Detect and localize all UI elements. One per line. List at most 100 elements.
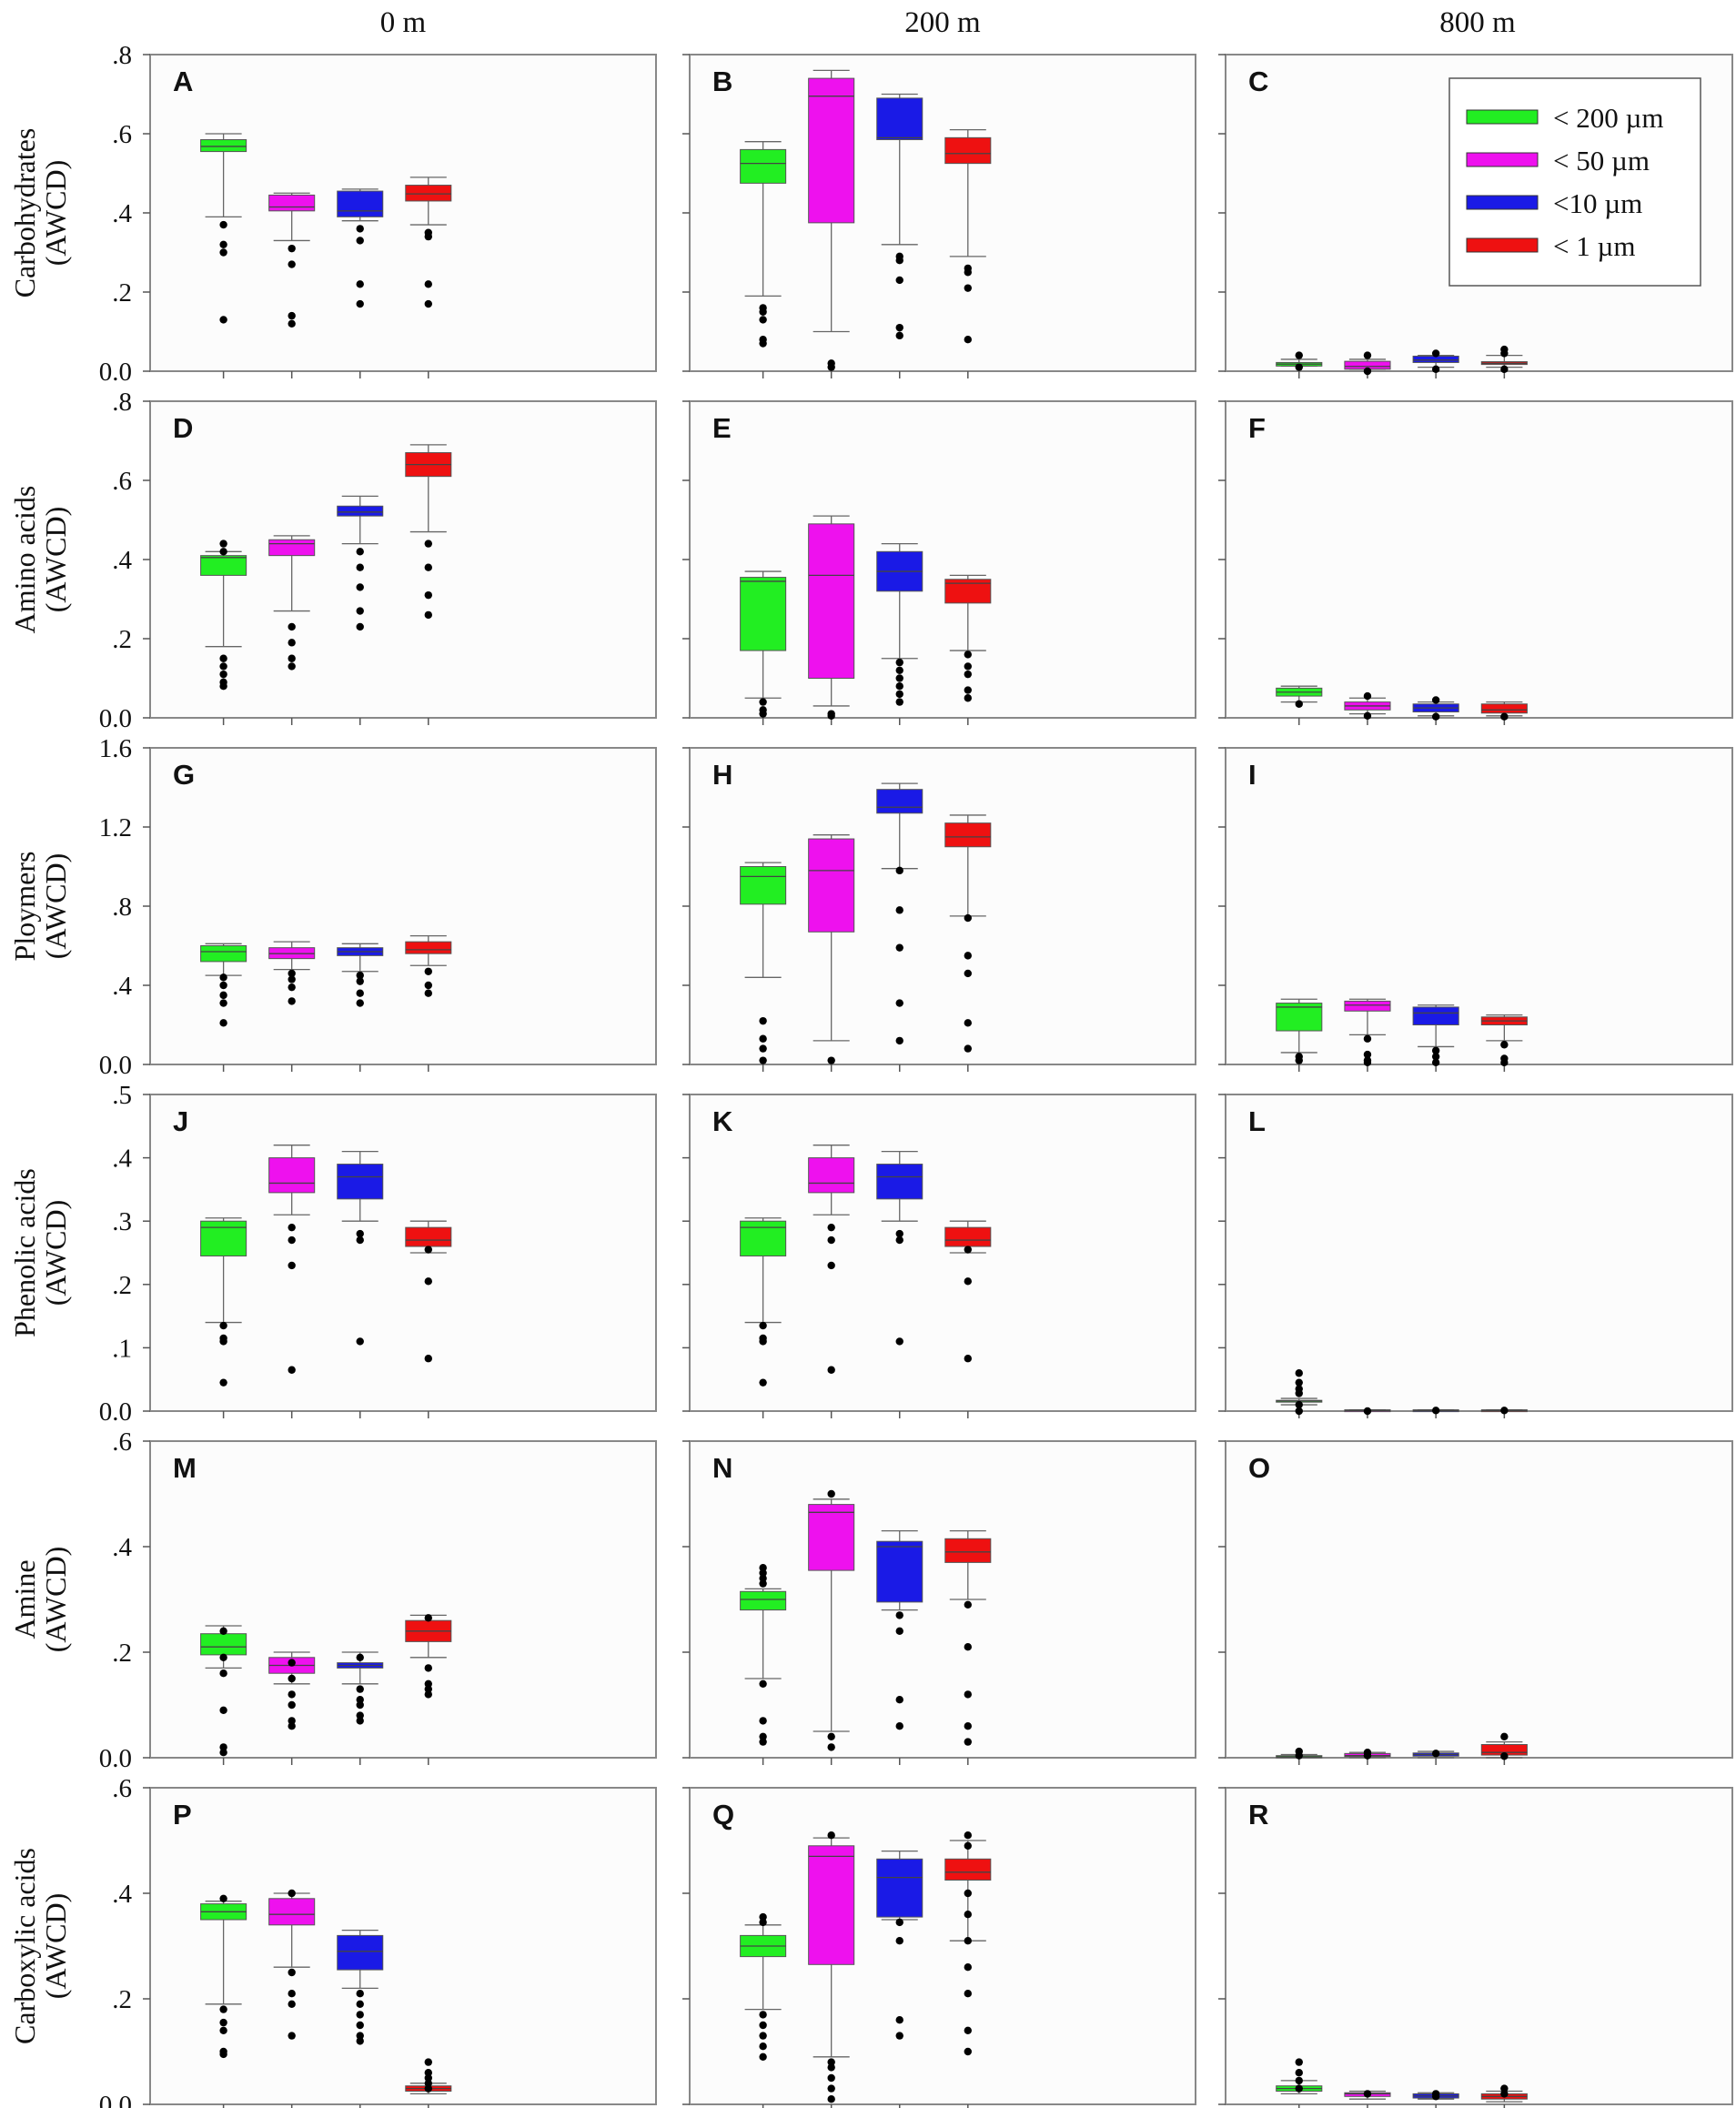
outlier-C-lt1-2 — [1500, 365, 1509, 374]
outlier-A-lt200-2 — [219, 248, 227, 257]
outlier-J-lt50-1 — [288, 1236, 296, 1245]
panel-M: M — [143, 1440, 657, 1765]
outlier-Q-lt50-5 — [827, 2095, 835, 2103]
box-R-lt1 — [1480, 2084, 1528, 2103]
panel-frame-E — [689, 400, 1196, 719]
box-body-B-lt200 — [740, 148, 787, 184]
box-body-A-lt1 — [405, 185, 452, 202]
outlier-H-lt200-2 — [759, 1044, 767, 1053]
outlier-N-lt200-7 — [759, 1738, 767, 1746]
outlier-H-lt1-3 — [964, 1019, 973, 1027]
box-M-lt1 — [405, 1614, 452, 1699]
panel-letter-Q: Q — [712, 1799, 734, 1831]
outlier-P-lt10-5 — [356, 2037, 364, 2045]
outlier-K-lt1-2 — [964, 1355, 973, 1363]
box-body-K-lt1 — [944, 1226, 992, 1247]
panel-letter-J: J — [173, 1105, 188, 1137]
outlier-D-lt200-3 — [219, 662, 227, 671]
y-axis-label-carbohydrates: Carbohydrates — [8, 128, 41, 298]
outlier-M-lt50-3 — [288, 1700, 296, 1710]
legend-swatch-lt200 — [1466, 109, 1539, 125]
outlier-M-lt200-1 — [219, 1653, 227, 1662]
row-amine: Amine(AWCD) 0.0 .2 .4 .6 M N O — [8, 1427, 1733, 1773]
outlier-N-lt50-1 — [827, 1732, 835, 1741]
outlier-E-lt10-5 — [895, 698, 903, 706]
box-body-N-lt10 — [876, 1540, 924, 1603]
outlier-R-lt50-0 — [1363, 2090, 1372, 2098]
panel-letter-O: O — [1248, 1452, 1270, 1484]
box-body-J-lt50 — [268, 1157, 316, 1194]
box-P-lt10 — [337, 1929, 384, 2045]
outlier-M-lt50-2 — [288, 1690, 296, 1699]
box-body-B-lt50 — [808, 77, 855, 224]
outlier-J-lt1-1 — [424, 1277, 432, 1286]
outlier-P-lt1-0 — [424, 2058, 432, 2066]
outlier-Q-lt50-0 — [827, 1831, 835, 1840]
outlier-B-lt1-1 — [964, 268, 973, 277]
outlier-E-lt10-3 — [895, 682, 903, 691]
panel-letter-R: R — [1248, 1799, 1268, 1831]
outlier-A-lt200-0 — [219, 220, 227, 229]
outlier-H-lt200-0 — [759, 1016, 767, 1025]
outlier-C-lt10-0 — [1431, 349, 1440, 358]
outlier-G-lt200-4 — [219, 1019, 227, 1027]
outlier-O-lt50-1 — [1363, 1751, 1372, 1760]
y-tick-label-carbohydrates-3: .6 — [112, 120, 132, 149]
outlier-Q-lt200-5 — [759, 2042, 767, 2051]
box-A-lt10 — [337, 188, 384, 308]
outlier-G-lt50-2 — [288, 983, 296, 992]
box-body-K-lt50 — [808, 1157, 855, 1194]
outlier-R-lt200-3 — [1295, 2084, 1303, 2093]
outlier-N-lt200-1 — [759, 1568, 767, 1578]
box-D-lt50 — [268, 535, 316, 671]
outlier-J-lt1-2 — [424, 1355, 432, 1363]
y-tick-label-phenolic-acids-4: .4 — [112, 1145, 132, 1174]
box-body-J-lt10 — [337, 1164, 384, 1200]
box-body-J-lt200 — [200, 1220, 247, 1256]
y-tick-label-carbohydrates-0: 0.0 — [99, 358, 132, 387]
outlier-B-lt10-2 — [895, 276, 903, 285]
box-R-lt10 — [1412, 2090, 1459, 2101]
outlier-N-lt10-2 — [895, 1696, 903, 1704]
outlier-D-lt10-4 — [356, 622, 364, 631]
panel-R: R — [1218, 1787, 1733, 2108]
panel-K: K — [682, 1094, 1196, 1418]
outlier-N-lt50-2 — [827, 1743, 835, 1751]
outlier-Q-lt200-3 — [759, 2021, 767, 2030]
outlier-F-lt10-1 — [1431, 712, 1440, 721]
box-C-lt1 — [1480, 345, 1528, 374]
outlier-N-lt50-0 — [827, 1489, 835, 1498]
y-tick-label-carbohydrates-1: .2 — [112, 278, 132, 308]
panel-letter-L: L — [1248, 1105, 1266, 1137]
panel-letter-K: K — [712, 1105, 733, 1137]
box-Q-lt50 — [808, 1831, 855, 2103]
y-axis-unit-carbohydrates: (AWCD) — [39, 160, 72, 267]
box-body-E-lt50 — [808, 523, 855, 679]
box-M-lt50 — [268, 1651, 316, 1730]
outlier-A-lt1-3 — [424, 299, 432, 308]
outlier-I-lt10-2 — [1431, 1058, 1440, 1067]
outlier-E-lt10-0 — [895, 658, 903, 667]
y-tick-label-polymers-1: .4 — [112, 972, 132, 1001]
box-O-lt1 — [1480, 1732, 1528, 1760]
outlier-P-lt50-3 — [288, 2000, 296, 2008]
y-tick-label-phenolic-acids-3: .3 — [112, 1207, 132, 1236]
panel-letter-E: E — [712, 412, 732, 444]
y-tick-label-amine-3: .6 — [112, 1427, 132, 1457]
box-N-lt200 — [740, 1564, 787, 1746]
panel-frame-H — [689, 747, 1196, 1065]
outlier-L-lt200-1 — [1295, 1378, 1303, 1387]
outlier-B-lt200-2 — [759, 316, 767, 324]
box-K-lt50 — [808, 1145, 855, 1374]
outlier-M-lt1-0 — [424, 1614, 432, 1622]
outlier-D-lt50-2 — [288, 654, 296, 662]
y-tick-label-amine-0: 0.0 — [99, 1744, 132, 1773]
y-tick-label-polymers-4: 1.6 — [99, 734, 132, 763]
outlier-H-lt10-2 — [895, 943, 903, 952]
panel-letter-H: H — [712, 759, 732, 791]
y-tick-label-amine-2: .4 — [112, 1533, 132, 1562]
outlier-Q-lt200-4 — [759, 2032, 767, 2040]
outlier-N-lt200-0 — [759, 1564, 767, 1572]
outlier-M-lt50-0 — [288, 1659, 296, 1667]
